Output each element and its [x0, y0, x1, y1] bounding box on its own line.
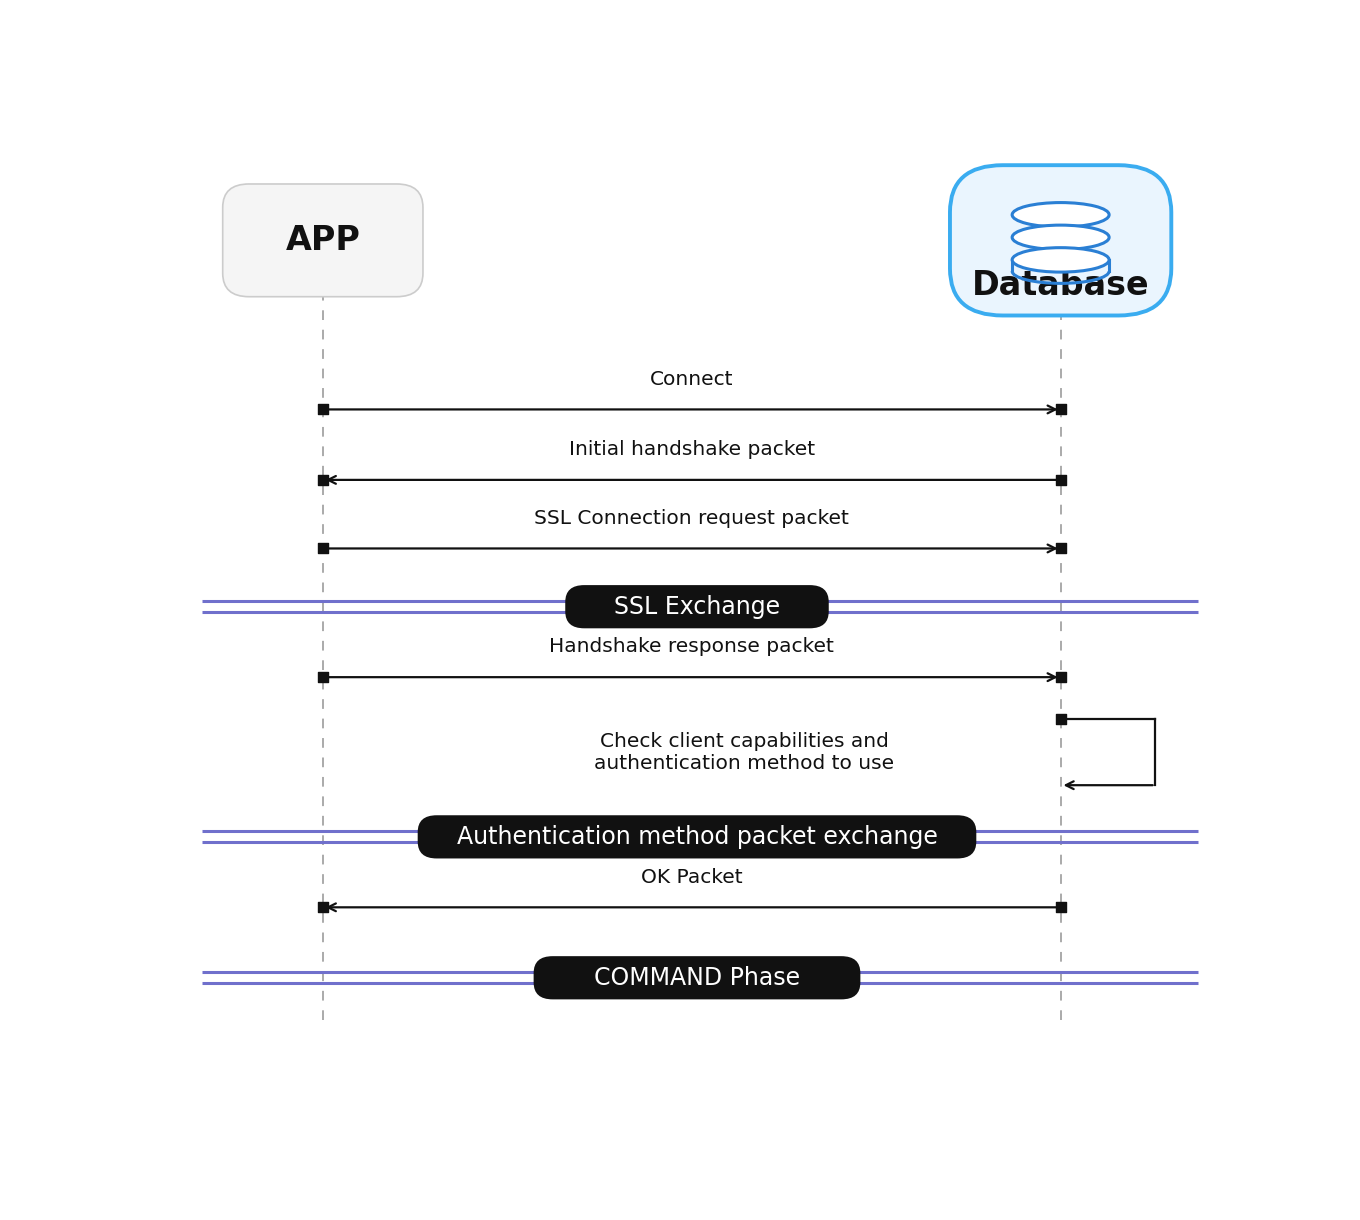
Point [1050, 400, 1072, 420]
FancyBboxPatch shape [418, 815, 976, 859]
Text: Authentication method packet exchange: Authentication method packet exchange [457, 825, 937, 849]
Point [1050, 898, 1072, 917]
Ellipse shape [1012, 248, 1110, 272]
FancyBboxPatch shape [533, 956, 861, 999]
Point [311, 898, 333, 917]
Point [311, 539, 333, 559]
Text: SSL Exchange: SSL Exchange [613, 594, 781, 619]
Text: SSL Connection request packet: SSL Connection request packet [534, 509, 849, 528]
Point [311, 400, 333, 420]
Point [1050, 667, 1072, 687]
Point [1050, 470, 1072, 489]
FancyBboxPatch shape [949, 165, 1171, 316]
FancyBboxPatch shape [223, 184, 423, 296]
Text: Handshake response packet: Handshake response packet [549, 638, 834, 656]
Text: Database: Database [972, 268, 1149, 301]
Text: Initial handshake packet: Initial handshake packet [568, 440, 815, 459]
Text: OK Packet: OK Packet [641, 867, 743, 887]
Text: Check client capabilities and
authentication method to use: Check client capabilities and authentica… [594, 732, 895, 772]
Point [311, 667, 333, 687]
Ellipse shape [1012, 226, 1110, 250]
Text: COMMAND Phase: COMMAND Phase [594, 966, 800, 989]
Text: Connect: Connect [650, 370, 733, 389]
Point [1050, 710, 1072, 730]
Text: APP: APP [286, 223, 360, 257]
Ellipse shape [1012, 203, 1110, 227]
Point [1050, 539, 1072, 559]
Point [311, 470, 333, 489]
FancyBboxPatch shape [566, 586, 828, 628]
